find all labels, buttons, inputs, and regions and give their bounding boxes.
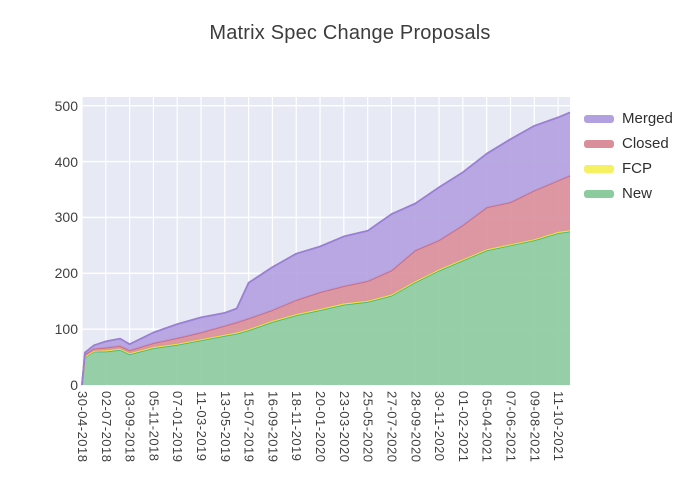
x-tick-label: 03-09-2018 (122, 391, 138, 463)
x-tick-label: 28-09-2020 (408, 391, 424, 463)
area-closed (82, 175, 570, 385)
legend-item-closed[interactable]: Closed (584, 135, 673, 153)
x-tick-label: 01-02-2021 (455, 391, 471, 463)
line-merged (81, 111, 571, 386)
x-tick-label: 15-07-2019 (241, 391, 257, 463)
x-tick-label: 18-11-2019 (289, 391, 305, 462)
x-tick-label: 05-04-2021 (479, 391, 495, 463)
x-tick-label: 20-01-2020 (313, 391, 329, 463)
y-tick-label: 200 (54, 265, 78, 282)
x-tick-label: 30-11-2020 (432, 391, 448, 462)
y-tick-label: 400 (54, 153, 78, 170)
legend-item-fcp[interactable]: FCP (584, 160, 673, 178)
x-tick-label: 02-07-2018 (98, 391, 114, 463)
area-new (82, 231, 570, 385)
legend-item-new[interactable]: New (584, 185, 673, 203)
legend-swatch-icon (584, 140, 614, 148)
x-tick-label: 25-05-2020 (360, 391, 376, 463)
y-tick-label: 0 (70, 377, 78, 393)
x-tick-label: 11-10-2021 (551, 391, 567, 462)
y-tick-label: 100 (54, 321, 78, 338)
legend-label: Closed (622, 135, 669, 152)
legend: Merged Closed FCP New (584, 110, 673, 203)
legend-label: FCP (622, 160, 652, 177)
x-tick-label: 09-08-2021 (527, 391, 543, 463)
x-tick-label: 30-04-2018 (75, 391, 90, 463)
chart-title: Matrix Spec Change Proposals (209, 22, 491, 44)
x-tick-label: 07-01-2019 (170, 391, 186, 463)
legend-label: New (622, 185, 653, 202)
x-tick-label: 16-09-2019 (265, 391, 281, 463)
legend-swatch-icon (584, 115, 614, 123)
x-tick-label: 13-05-2019 (217, 391, 233, 463)
x-tick-label: 07-06-2021 (503, 391, 519, 463)
legend-swatch-icon (584, 165, 614, 173)
x-tick-label: 23-03-2020 (336, 391, 352, 463)
x-tick-label: 11-03-2019 (194, 391, 210, 462)
x-tick-label: 05-11-2018 (146, 391, 162, 462)
x-tick-label: 27-07-2020 (384, 391, 400, 463)
y-tick-label: 500 (54, 97, 78, 114)
legend-item-merged[interactable]: Merged (584, 110, 673, 128)
y-tick-label: 300 (54, 209, 78, 226)
legend-swatch-icon (584, 190, 614, 198)
legend-label: Merged (622, 110, 673, 127)
